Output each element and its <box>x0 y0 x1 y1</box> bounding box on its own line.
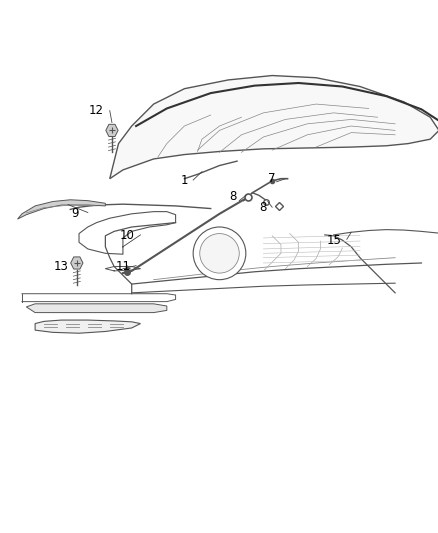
Text: 9: 9 <box>71 207 78 220</box>
Circle shape <box>199 233 239 273</box>
Text: 8: 8 <box>229 190 236 203</box>
Polygon shape <box>35 320 140 333</box>
Text: 8: 8 <box>259 201 266 214</box>
Text: 1: 1 <box>180 174 188 188</box>
Polygon shape <box>71 257 83 269</box>
Polygon shape <box>26 304 166 312</box>
Polygon shape <box>110 76 438 179</box>
Text: 13: 13 <box>54 260 69 273</box>
Polygon shape <box>106 124 118 136</box>
Text: 11: 11 <box>115 260 130 273</box>
Text: 15: 15 <box>325 233 340 247</box>
Circle shape <box>193 227 245 280</box>
Text: 7: 7 <box>268 172 276 185</box>
Text: 12: 12 <box>89 104 104 117</box>
Polygon shape <box>18 200 105 219</box>
Text: 10: 10 <box>120 229 134 243</box>
